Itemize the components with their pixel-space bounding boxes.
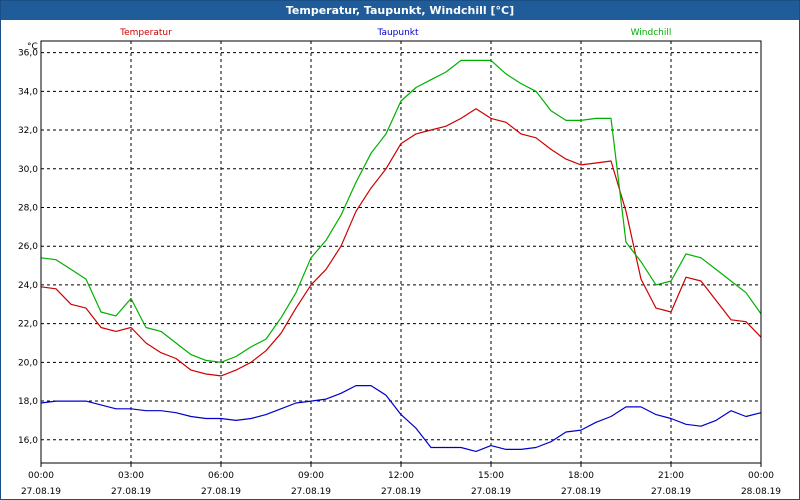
x-tick-label-time: 09:00 [298,471,324,481]
x-tick-label-time: 06:00 [208,471,234,481]
series-line-temperatur [40,108,762,377]
y-tick-label: 32,0 [18,126,38,136]
series-group [40,59,762,452]
series-line-taupunkt [40,385,762,452]
y-tick-label: 20,0 [18,358,38,368]
series-line-windchill [40,59,762,363]
legend-windchill: Windchill [631,28,672,38]
y-tick-label: 24,0 [18,281,38,291]
x-tick-label-time: 00:00 [748,471,774,481]
y-tick-label: 26,0 [18,242,38,252]
y-tick-label: 36,0 [18,49,38,59]
x-tick-label-date: 27.08.19 [471,487,511,497]
plot-frame [40,40,762,464]
y-tick-label: 30,0 [18,165,38,175]
x-tick-label-time: 12:00 [388,471,414,481]
y-tick-label: 34,0 [18,87,38,97]
x-tick-label-time: 15:00 [478,471,504,481]
grid [40,41,762,463]
y-tick-label: 22,0 [18,320,38,330]
x-tick-label-date: 27.08.19 [381,487,421,497]
x-tick-label-date: 27.08.19 [111,487,151,497]
window-title: Temperatur, Taupunkt, Windchill [°C] [1,1,799,20]
x-tick-label-time: 21:00 [658,471,684,481]
axes: 16,0 18,0 20,0 22,0 24,0 26,0 28,0 30,0 32,0 34,0… [18,40,781,497]
legend-taupunkt: Taupunkt [376,28,419,38]
x-tick-label-date: 28.08.19 [741,487,781,497]
y-tick-label: 18,0 [18,397,38,407]
y-axis-label: °C [27,42,38,52]
x-tick-label-date: 27.08.19 [291,487,331,497]
x-tick-label-date: 27.08.19 [651,487,691,497]
x-tick-label-date: 27.08.19 [201,487,241,497]
y-tick-label: 28,0 [18,203,38,213]
x-tick-label-time: 00:00 [28,471,54,481]
y-tick-label: 16,0 [18,436,38,446]
x-tick-label-time: 03:00 [118,471,144,481]
x-tick-label-date: 27.08.19 [561,487,601,497]
legend-temperatur: Temperatur [119,28,172,38]
x-tick-label-date: 27.08.19 [21,487,61,497]
x-tick-label-time: 18:00 [568,471,594,481]
